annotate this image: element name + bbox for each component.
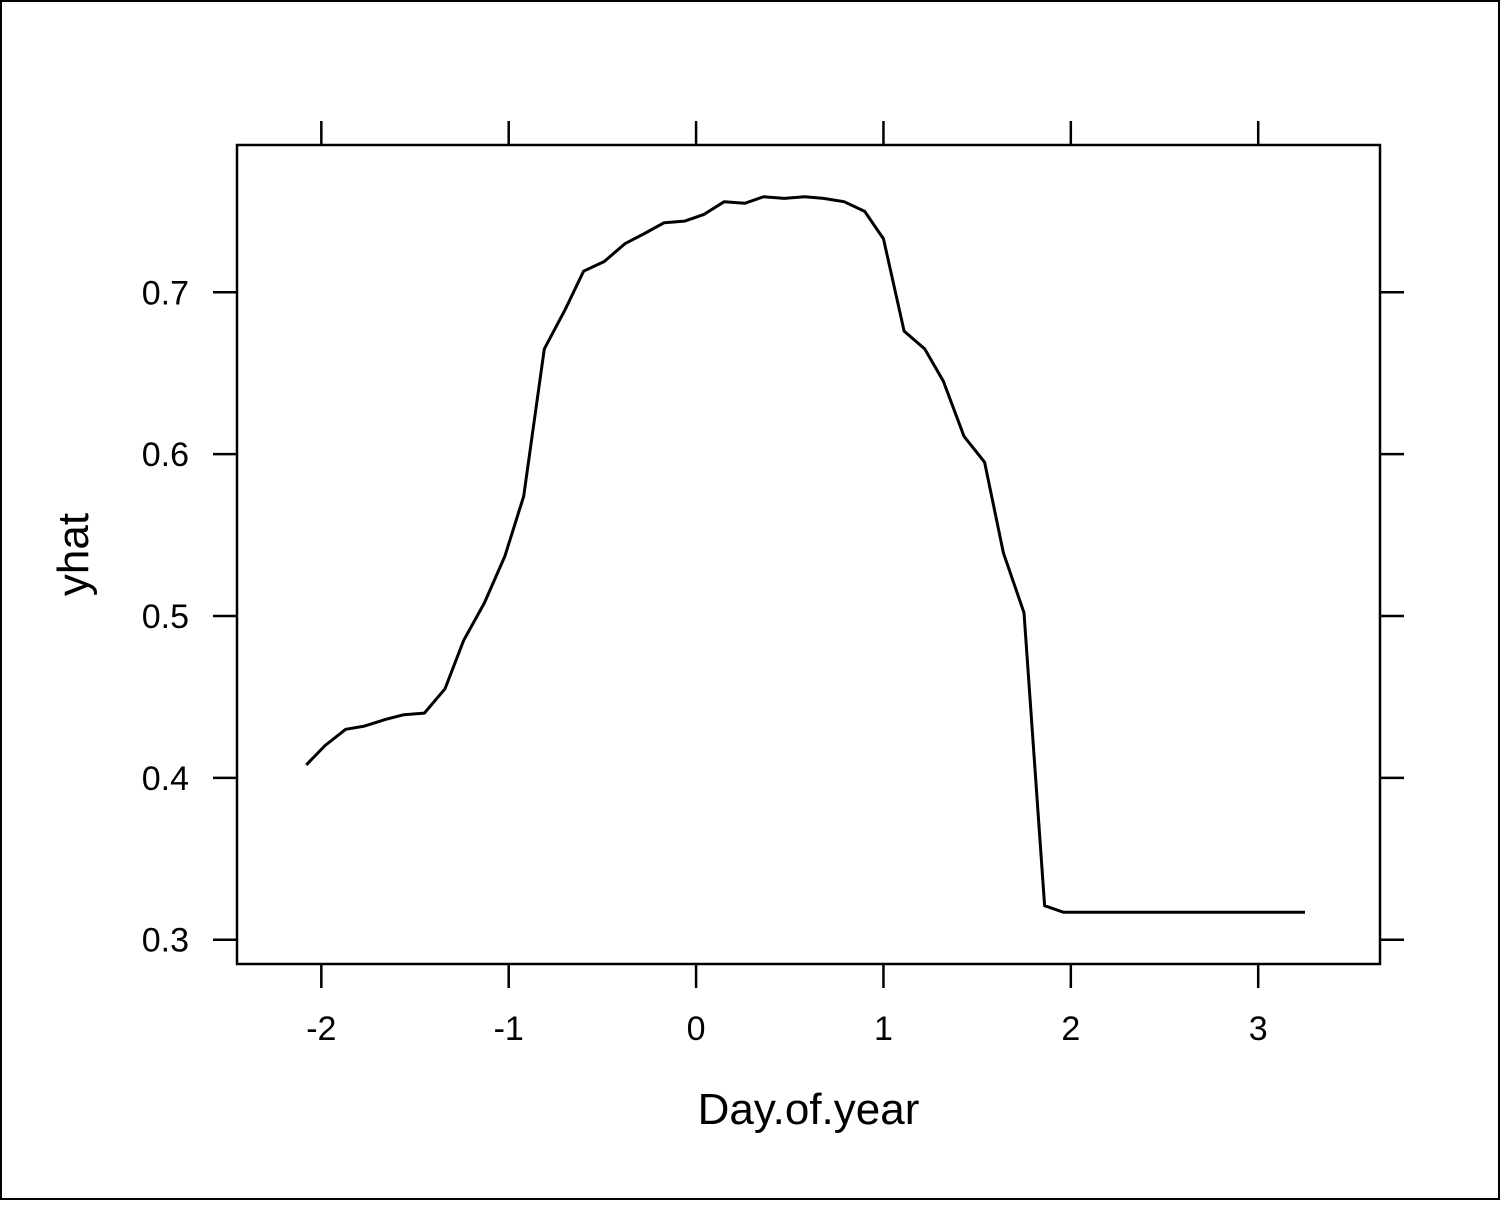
series-line: [305, 195, 1305, 914]
x-tick-label: 0: [687, 1010, 706, 1048]
x-tick-label: 2: [1061, 1010, 1080, 1048]
y-axis-title: yhat: [49, 513, 98, 596]
y-tick-label: 0.7: [142, 274, 189, 312]
x-axis-title: Day.of.year: [698, 1085, 920, 1134]
y-tick-label: 0.4: [142, 760, 189, 798]
x-tick-label: 3: [1249, 1010, 1268, 1048]
y-tick-label: 0.3: [142, 922, 189, 960]
x-tick-label: -1: [494, 1010, 524, 1048]
y-tick-label: 0.5: [142, 598, 189, 636]
x-tick-label: -2: [306, 1010, 336, 1048]
series-layer: [305, 195, 1305, 914]
x-tick-label: 1: [874, 1010, 893, 1048]
y-axis: 0.3 0.4 0.5 0.6 0.7: [142, 274, 1404, 960]
x-axis: -2 -1 0 1 2 3: [306, 121, 1268, 1048]
plot-frame: [235, 143, 1382, 966]
y-tick-label: 0.6: [142, 436, 189, 474]
